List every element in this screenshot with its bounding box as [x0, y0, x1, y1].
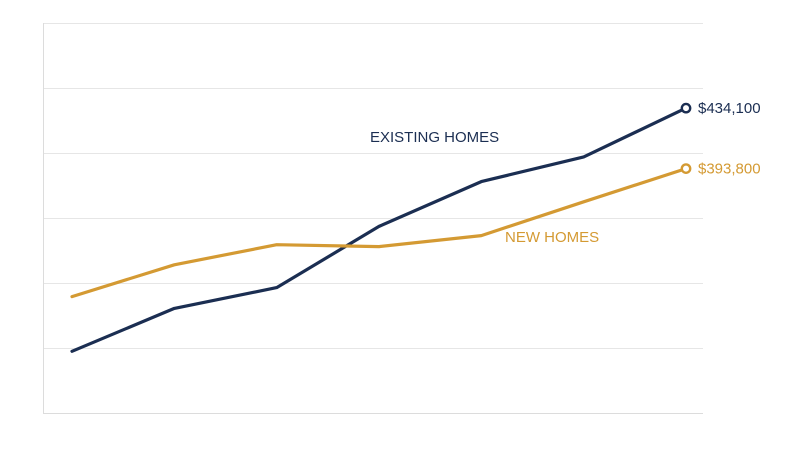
existing-homes-line	[70, 106, 688, 353]
existing-homes-end-value-label: $434,100	[698, 100, 761, 117]
new-homes-line	[70, 167, 688, 299]
series-labels: $434,100 EXISTING HOMES $393,800 NEW HOMES	[370, 100, 761, 246]
series-lines	[70, 102, 692, 353]
axes	[43, 23, 703, 414]
gridlines	[43, 23, 703, 349]
existing-homes-end-point	[680, 102, 692, 114]
existing-homes-series-label: EXISTING HOMES	[370, 129, 499, 146]
new-homes-series-label: NEW HOMES	[505, 229, 599, 246]
new-homes-end-value-label: $393,800	[698, 161, 761, 178]
new-homes-end-point	[680, 163, 692, 175]
